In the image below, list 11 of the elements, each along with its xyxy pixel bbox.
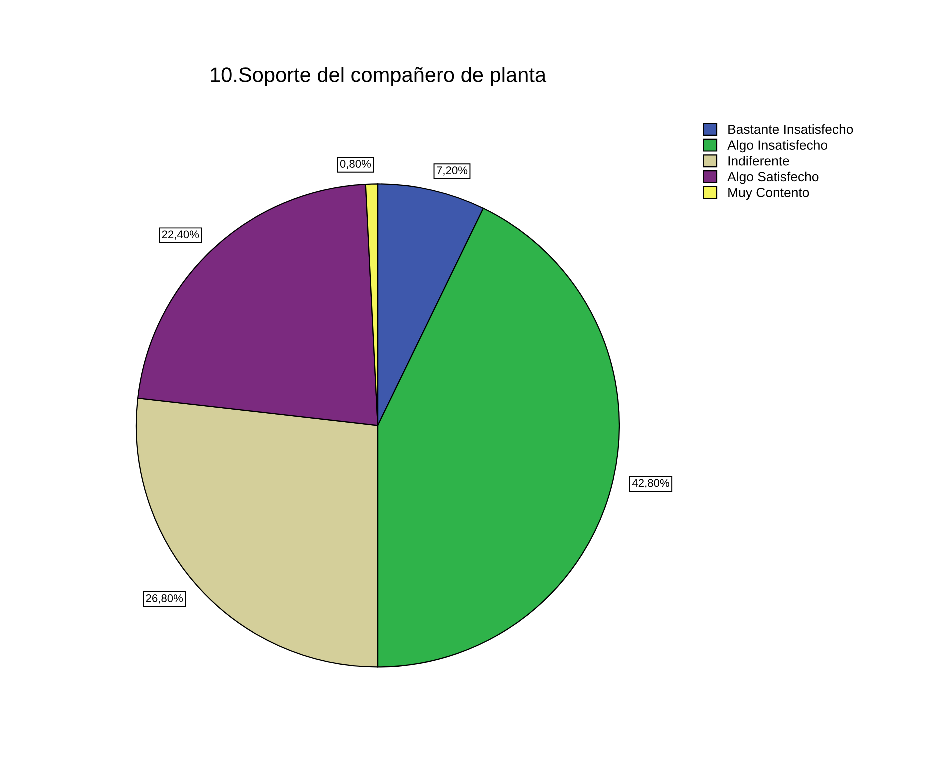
data-label: 0,80%	[340, 160, 372, 170]
data-label: 42,80%	[632, 479, 670, 488]
data-label: 26,80%	[146, 594, 184, 604]
legend-label: Indiferente	[728, 156, 790, 166]
chart-title: 10.Soporte del compañero de planta	[211, 67, 547, 86]
legend-label: Algo Insatisfecho	[728, 140, 828, 153]
legend-label: Muy Contento	[728, 188, 810, 200]
legend-label: Bastante Insatisfecho	[728, 124, 854, 134]
data-label: 7,20%	[437, 166, 468, 176]
data-label: 22,40%	[162, 230, 200, 240]
legend-label: Algo Satisfecho	[728, 172, 819, 184]
